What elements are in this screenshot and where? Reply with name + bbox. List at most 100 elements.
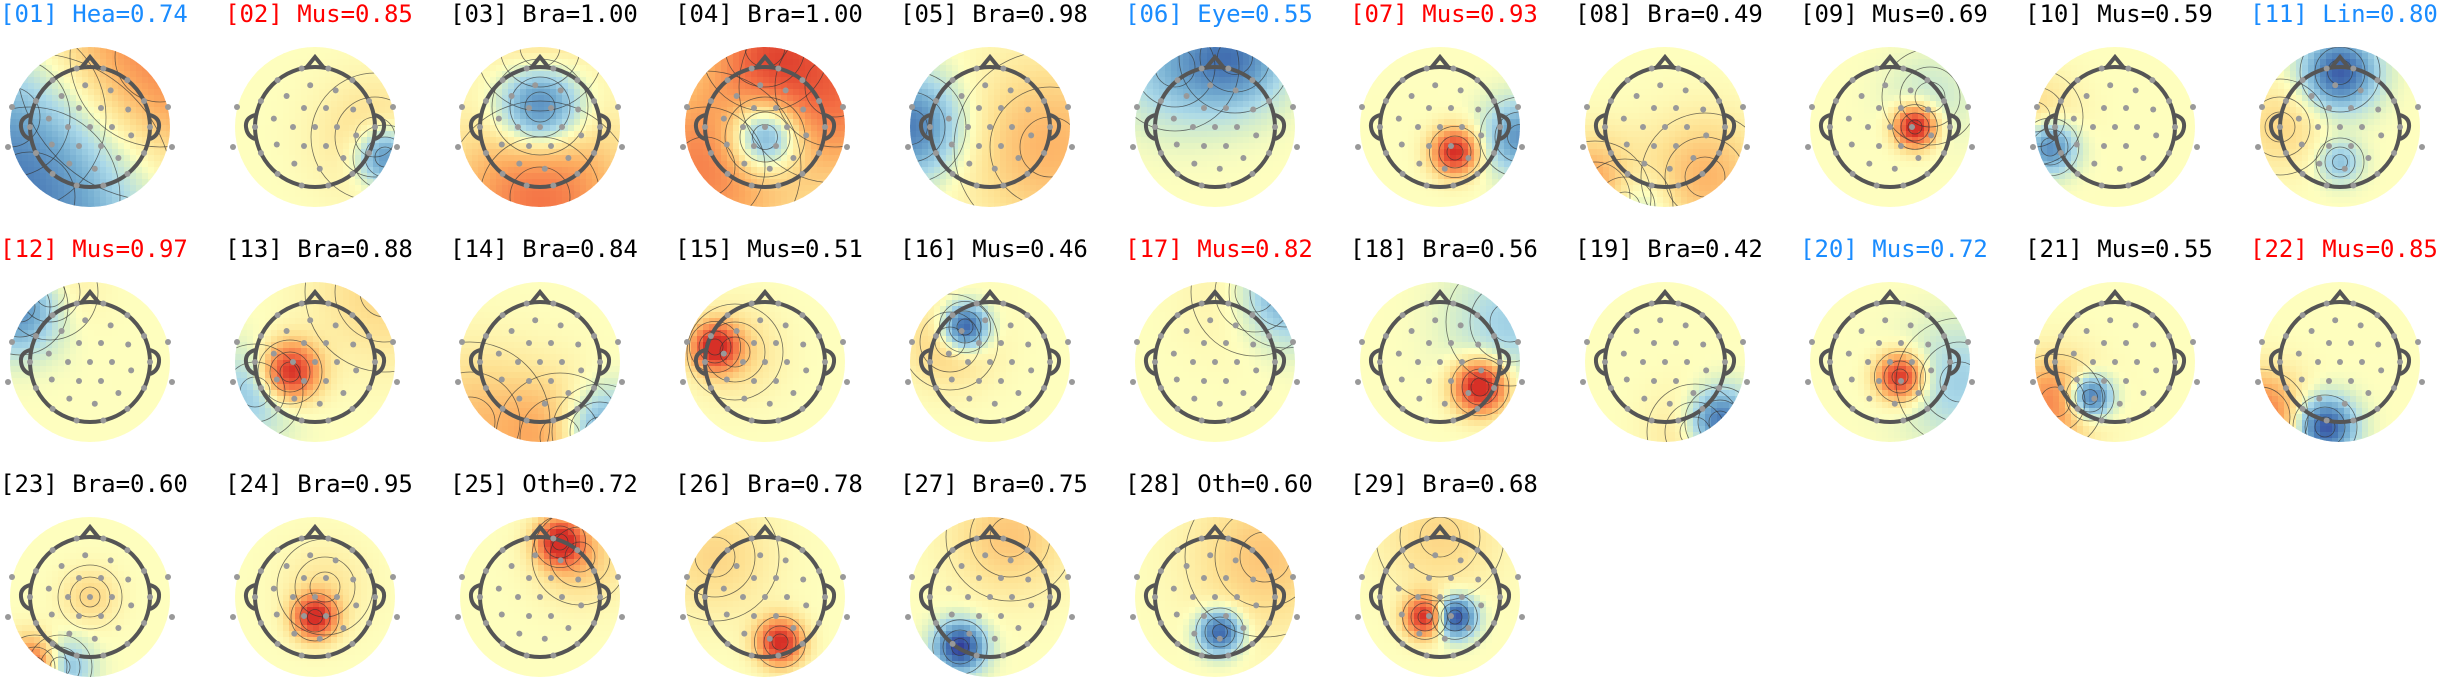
electrode-dot: [33, 98, 39, 104]
electrode-dot: [1608, 98, 1614, 104]
electrode-dot: [98, 575, 104, 581]
electrode-dot: [301, 143, 307, 149]
component-label: Bra=1.00: [747, 0, 863, 28]
electrode-dot: [1580, 144, 1586, 150]
component-title: [28] Oth=0.60: [1125, 470, 1313, 498]
topomap-cell: [18] Bra=0.56: [1350, 235, 1575, 460]
electrode-dot: [87, 594, 93, 600]
electrode-dot: [2071, 116, 2077, 122]
electrode-dot: [33, 568, 39, 574]
electrode-dot: [92, 166, 98, 172]
electrode-dot: [2296, 116, 2302, 122]
electrode-dot: [822, 359, 828, 365]
electrode-dot: [550, 182, 556, 188]
electrode-dot: [1424, 536, 1430, 542]
electrode-dot: [147, 359, 153, 365]
electrode-dot: [1874, 417, 1880, 423]
component-title: [12] Mus=0.97: [0, 235, 188, 263]
electrode-dot: [542, 166, 548, 172]
electrode-dot: [1175, 312, 1181, 318]
electrode-dot: [141, 333, 147, 339]
electrode-dot: [1400, 641, 1406, 647]
electrode-dot: [1253, 367, 1259, 373]
electrode-dot: [1134, 574, 1140, 580]
electrode-dot: [1355, 379, 1361, 385]
electrode-dot: [1809, 339, 1815, 345]
electrode-dot: [548, 378, 554, 384]
topomap-plot: [0, 502, 185, 687]
electrode-dot: [575, 107, 581, 113]
electrode-dot: [1223, 105, 1229, 111]
electrode-dot: [559, 594, 565, 600]
electrode-dot: [2359, 124, 2365, 130]
electrode-dot: [74, 182, 80, 188]
electrode-dot: [749, 66, 755, 72]
electrode-dot: [1225, 417, 1231, 423]
electrode-dot: [1684, 359, 1690, 365]
electrode-dot: [1651, 340, 1657, 346]
electrode-dot: [1602, 359, 1608, 365]
electrode-dot: [741, 631, 747, 637]
electrode-dot: [234, 339, 240, 345]
electrode-dot: [1497, 124, 1503, 130]
electrode-dot: [1383, 385, 1389, 391]
electrode-dot: [526, 143, 532, 149]
electrode-dot: [483, 333, 489, 339]
electrode-dot: [987, 594, 993, 600]
electrode-dot: [724, 611, 730, 617]
electrode-dot: [483, 385, 489, 391]
electrode-dot: [109, 359, 115, 365]
topomap-cell: [09] Mus=0.69: [1800, 0, 2025, 225]
electrode-dot: [1941, 385, 1947, 391]
electrode-dot: [1233, 87, 1239, 93]
electrode-dot: [1667, 166, 1673, 172]
electrode-dot: [1158, 620, 1164, 626]
electrode-dot: [1028, 602, 1034, 608]
electrode-dot: [591, 385, 597, 391]
electrode-dot: [169, 144, 175, 150]
electrode-dot: [1041, 150, 1047, 156]
electrode-dot: [366, 620, 372, 626]
topomap-cell: [08] Bra=0.49: [1575, 0, 1800, 225]
electrode-dot: [516, 396, 522, 402]
electrode-dot: [532, 317, 538, 323]
electrode-dot: [59, 93, 65, 99]
electrode-dot: [50, 406, 56, 412]
electrode-dot: [1850, 312, 1856, 318]
electrode-dot: [2150, 107, 2156, 113]
electrode-dot: [271, 586, 277, 592]
electrode-dot: [1722, 124, 1728, 130]
electrode-dot: [2123, 105, 2129, 111]
topomap-cell: [17] Mus=0.82: [1125, 235, 1350, 460]
electrode-dot: [333, 557, 339, 563]
electrode-dot: [1928, 367, 1934, 373]
electrode-dot: [124, 171, 130, 177]
electrode-dot: [1450, 66, 1456, 72]
electrode-dot: [1584, 104, 1590, 110]
electrode-dot: [775, 182, 781, 188]
electrode-dot: [1876, 105, 1882, 111]
electrode-dot: [2075, 77, 2081, 83]
electrode-dot: [100, 66, 106, 72]
electrode-dot: [2075, 406, 2081, 412]
electrode-dot: [1015, 625, 1021, 631]
electrode-dot: [291, 161, 297, 167]
component-label: Bra=0.84: [522, 235, 638, 263]
electrode-dot: [565, 155, 571, 161]
electrode-dot: [76, 143, 82, 149]
electrode-dot: [100, 417, 106, 423]
topomap-cell: [19] Bra=0.42: [1575, 235, 1800, 460]
electrode-dot: [141, 620, 147, 626]
electrode-dot: [680, 379, 686, 385]
electrode-dot: [1201, 143, 1207, 149]
electrode-dot: [100, 652, 106, 658]
electrode-dot: [1458, 87, 1464, 93]
electrode-dot: [741, 396, 747, 402]
topomap-cell: [27] Bra=0.75: [900, 470, 1125, 695]
electrode-dot: [33, 385, 39, 391]
component-label: Lin=0.80: [2322, 0, 2438, 28]
electrode-dot: [767, 166, 773, 172]
electrode-dot: [2074, 141, 2080, 147]
electrode-dot: [2374, 406, 2380, 412]
electrode-dot: [987, 124, 993, 130]
